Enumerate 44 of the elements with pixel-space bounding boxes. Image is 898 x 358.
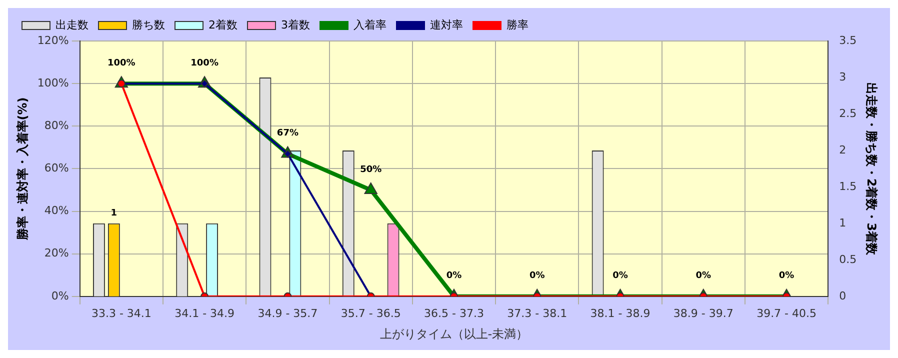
y-tick-label: 100%: [37, 76, 69, 90]
legend-label: 入着率: [353, 18, 386, 32]
y2-tick-label: 2.5: [839, 106, 857, 120]
data-label: 50%: [360, 164, 382, 175]
legend-label: 連対率: [430, 18, 463, 32]
y-axis-title: 勝率・連対率・入着率(%): [15, 97, 30, 242]
x-tick-label: 37.3 - 38.1: [507, 306, 568, 320]
y-tick-label: 0%: [51, 289, 69, 302]
legend-label: 出走数: [56, 18, 88, 32]
data-label: 0%: [778, 271, 794, 282]
data-label: 100%: [108, 58, 136, 68]
y-tick-label: 40%: [44, 204, 69, 218]
x-tick-label: 33.3 - 34.1: [91, 306, 152, 320]
legend-label: 勝率: [506, 18, 528, 32]
x-tick-label: 39.7 - 40.5: [756, 306, 817, 320]
y2-tick-label: 1: [839, 216, 846, 230]
x-axis-title: 上がりタイム（以上-未満）: [380, 326, 528, 341]
x-tick-label: 38.9 - 39.7: [673, 306, 734, 320]
y2-tick-label: 0: [839, 289, 846, 302]
legend-label: 3着数: [281, 18, 310, 32]
x-tick-label: 34.9 - 35.7: [258, 306, 318, 320]
x-tick-label: 35.7 - 36.5: [340, 306, 401, 320]
y2-tick-label: 3.5: [839, 34, 857, 47]
x-tick-label: 34.1 - 34.9: [174, 306, 235, 320]
y2-axis-title: 出走数・勝ち数・2着数・3着数: [864, 82, 879, 256]
data-label: 0%: [696, 271, 712, 282]
data-label: 100%: [190, 58, 218, 68]
y2-tick-label: 1.5: [839, 180, 857, 193]
x-tick-label: 38.1 - 38.9: [590, 306, 650, 320]
data-label: 0%: [612, 271, 628, 282]
data-label: 1: [110, 208, 118, 218]
data-label: 0%: [529, 271, 545, 282]
data-label: 0%: [446, 271, 462, 282]
y-tick-label: 20%: [44, 246, 69, 260]
x-tick-label: 36.5 - 37.3: [424, 306, 484, 320]
y2-tick-label: 0.5: [839, 252, 857, 266]
legend-label: 勝ち数: [132, 18, 165, 32]
data-label: 67%: [276, 128, 298, 139]
legend-label: 2着数: [208, 18, 238, 32]
y-tick-label: 120%: [37, 34, 69, 47]
y2-tick-label: 3: [839, 70, 846, 84]
y-tick-label: 80%: [44, 118, 69, 132]
y-tick-label: 60%: [44, 162, 69, 175]
y2-tick-label: 2: [839, 143, 846, 156]
